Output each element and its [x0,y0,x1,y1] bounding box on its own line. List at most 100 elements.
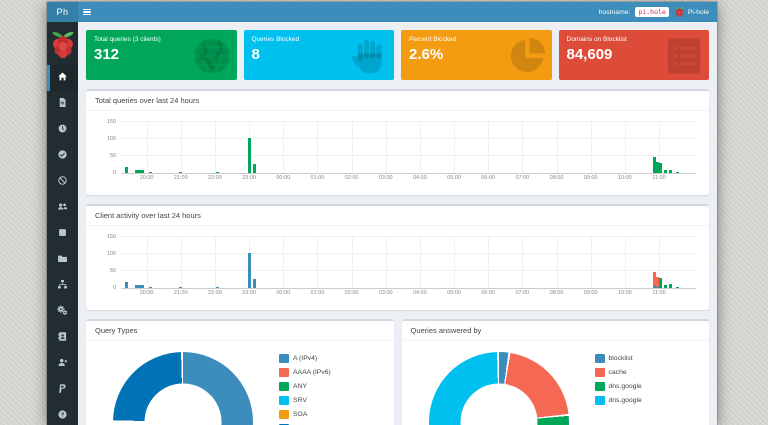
app-logo[interactable]: Ph [47,2,78,22]
legend-swatch [279,382,289,391]
legend-item[interactable]: blocklist [594,354,642,363]
query-types-donut[interactable] [113,352,253,425]
queries-answered-by-donut[interactable] [428,352,569,425]
card-queries-blocked: Queries Blocked 8 [243,30,394,80]
sidebar-raspberry-logo [47,22,78,65]
hamburger-icon[interactable] [78,2,96,22]
sidebar-item-query-log[interactable] [47,91,78,117]
card-label: Percent Blocked [409,36,457,43]
check-circle-icon [57,147,68,165]
bottom-row: Query Types A (IPv4) AAAA (IPv6) ANY SRV SOA… [86,319,709,425]
panel-title: Queries answered by [401,321,709,341]
panel-title: Client activity over last 24 hours [86,206,709,226]
total-queries-chart[interactable]: 0 50 100 150 20:00 21:00 22:00 23:00 00:00 01:00 0… [107,119,696,181]
stop-icon [57,225,68,243]
sidebar-item-long-term-data[interactable] [47,117,78,143]
legend-item[interactable]: A (IPv4) [279,354,331,363]
legend-swatch [279,396,289,405]
sidebar-item-network[interactable] [47,273,78,299]
paypal-icon [57,381,68,399]
sidebar-nav: ? [47,65,78,425]
legend-swatch [594,396,605,405]
legend-label: A (IPv4) [293,355,318,362]
sidebar-item-local-dns[interactable] [47,325,78,351]
user-icon [57,355,68,373]
sidebar-item-disable[interactable] [47,221,78,247]
svg-text:?: ? [61,413,65,419]
sidebar-item-blacklist[interactable] [47,169,78,195]
sidebar-item-tools[interactable] [47,247,78,273]
legend-swatch [594,354,605,363]
users-icon [57,199,68,217]
legend-label: dns.google [608,383,642,390]
raspberry-icon [674,6,685,19]
legend-label: dns.google [608,397,642,404]
folder-icon [57,251,68,269]
card-label: Queries Blocked [251,36,300,43]
legend-item[interactable]: dns.google [594,396,642,405]
legend-item[interactable]: AAAA (IPv6) [279,368,331,377]
legend-swatch [594,368,605,377]
queries-answered-by-legend: blocklist cache dns.google dns.google [594,354,642,410]
clock-icon [57,121,68,139]
question-circle-icon: ? [57,407,68,425]
legend-label: AAAA (IPv6) [293,369,331,376]
pie-chart-icon [507,36,547,80]
globe-icon [192,36,232,80]
sidebar-item-donate[interactable] [47,377,78,403]
list-icon [664,36,704,80]
address-book-icon [57,329,68,347]
legend-item[interactable]: SOA [279,410,331,419]
legend-swatch [279,410,289,419]
panel-title: Query Types [86,321,394,341]
ban-icon [57,173,68,191]
panel-query-types: Query Types A (IPv4) AAAA (IPv6) ANY SRV SOA… [86,319,394,425]
legend-label: ANY [293,383,307,390]
brand: Pi-hole [674,6,709,19]
sitemap-icon [57,277,68,295]
panel-title: Total queries over last 24 hours [86,91,709,111]
sidebar-item-documentation[interactable]: ? [47,403,78,425]
legend-swatch [279,368,289,377]
card-value: 8 [251,46,260,63]
query-types-legend: A (IPv4)AAAA (IPv6)ANYSRVSOAPTR [279,354,331,425]
gears-icon [57,303,68,321]
file-icon [57,95,68,113]
legend-item[interactable]: dns.google [594,382,642,391]
app-logo-text: Ph [56,7,69,17]
card-percent-blocked: Percent Blocked 2.6% [401,30,552,80]
topbar-right: hostname: pi.hole Pi-hole [599,6,717,19]
legend-label: SOA [293,411,308,418]
sidebar-item-whitelist[interactable] [47,143,78,169]
sidebar-item-group-management[interactable] [47,195,78,221]
legend-item[interactable]: SRV [279,396,331,405]
brand-label: Pi-hole [687,8,709,16]
sidebar-item-settings[interactable] [47,299,78,325]
main-content: Total queries (3 clients) 312 Queries Bl… [78,22,717,425]
panel-queries-answered-by: Queries answered by blocklist cache dns.go… [401,319,709,425]
panel-client-activity: Client activity over last 24 hours 0 50 10… [86,204,709,310]
sidebar: ? [47,22,78,425]
sidebar-item-logout[interactable] [47,351,78,377]
pihole-admin-window: Ph hostname: pi.hole Pi-hole ? Total que… [47,2,717,425]
card-total-queries: Total queries (3 clients) 312 [86,30,237,80]
card-label: Total queries (3 clients) [94,36,161,43]
hand-icon [349,36,389,80]
hostname-label: hostname: [598,8,631,16]
legend-swatch [594,382,605,391]
top-navbar: Ph hostname: pi.hole Pi-hole [47,2,717,22]
legend-label: blocklist [608,355,633,362]
sidebar-item-dashboard[interactable] [47,65,78,91]
panel-total-queries: Total queries over last 24 hours 0 50 100 1… [86,89,709,195]
legend-item[interactable]: ANY [279,382,331,391]
summary-cards: Total queries (3 clients) 312 Queries Bl… [86,30,709,80]
legend-label: SRV [293,397,307,404]
hostname-badge: pi.hole [635,7,669,17]
legend-item[interactable]: cache [594,368,642,377]
card-label: Domains on Blocklist [566,36,627,43]
card-value: 312 [94,46,120,63]
client-activity-chart[interactable]: 0 50 100 150 20:00 21:00 22:00 23:00 00:00 01:00 0… [107,234,696,296]
legend-swatch [279,354,289,363]
legend-label: cache [608,369,627,376]
home-icon [57,69,68,87]
